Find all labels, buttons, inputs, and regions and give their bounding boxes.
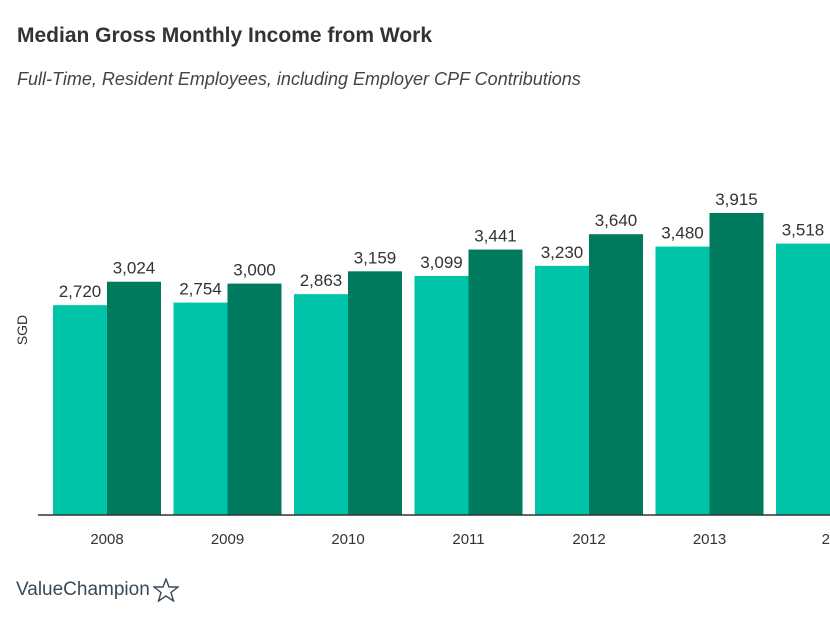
bar-2011-series-2: [468, 249, 523, 516]
brand-logo: ValueChampion: [16, 578, 179, 602]
bar-2008-series-1: [53, 305, 107, 515]
star-outline-icon: [152, 578, 179, 602]
bar-2012-series-2: [589, 234, 643, 515]
bar-2010-series-2: [348, 271, 402, 515]
chart-subtitle: Full-Time, Resident Employees, including…: [17, 69, 581, 89]
brand-name: ValueChampion: [16, 579, 150, 600]
data-label-2012-series-2: 3,640: [595, 211, 638, 230]
bar-chart: 2,720 3,024 2008 2,754 3,000 2009 2,863 3,159 20…: [14, 190, 830, 548]
data-label-2008-series-1: 2,720: [59, 282, 102, 301]
data-label-2010-series-2: 3,159: [354, 248, 397, 267]
bar-2012-series-1: [535, 265, 589, 515]
bar-2014-series-1: [776, 243, 830, 515]
chart-title: Median Gross Monthly Income from Work: [17, 24, 432, 47]
data-label-2011-series-1: 3,099: [420, 253, 463, 272]
bar-2013-series-1: [655, 246, 710, 516]
data-label-2008-series-2: 3,024: [113, 259, 156, 278]
x-tick-label: 2011: [452, 531, 484, 548]
data-label-2011-series-2: 3,441: [474, 227, 517, 246]
x-tick-label: 20: [822, 531, 830, 548]
x-tick-label: 2009: [211, 531, 244, 548]
y-axis-label: SGD: [14, 315, 30, 345]
bar-2013-series-2: [709, 213, 764, 515]
x-tick-label: 2010: [331, 531, 364, 548]
x-tick-label: 2013: [693, 531, 726, 548]
bar-2010-series-1: [294, 294, 348, 515]
data-label-2013-series-2: 3,915: [715, 190, 758, 209]
data-label-2009-series-1: 2,754: [179, 280, 222, 299]
x-tick-label: 2008: [90, 531, 123, 548]
bar-2009-series-2: [227, 283, 282, 515]
bar-2008-series-2: [107, 281, 161, 515]
data-label-2013-series-1: 3,480: [661, 224, 704, 243]
data-label-2010-series-1: 2,863: [300, 271, 343, 290]
data-label-2012-series-1: 3,230: [541, 243, 584, 262]
x-tick-label: 2012: [572, 531, 605, 548]
data-label-2014-series-1: 3,518: [782, 221, 825, 240]
bar-2009-series-1: [173, 302, 228, 515]
bar-2011-series-1: [414, 275, 469, 515]
data-label-2009-series-2: 3,000: [233, 261, 276, 280]
